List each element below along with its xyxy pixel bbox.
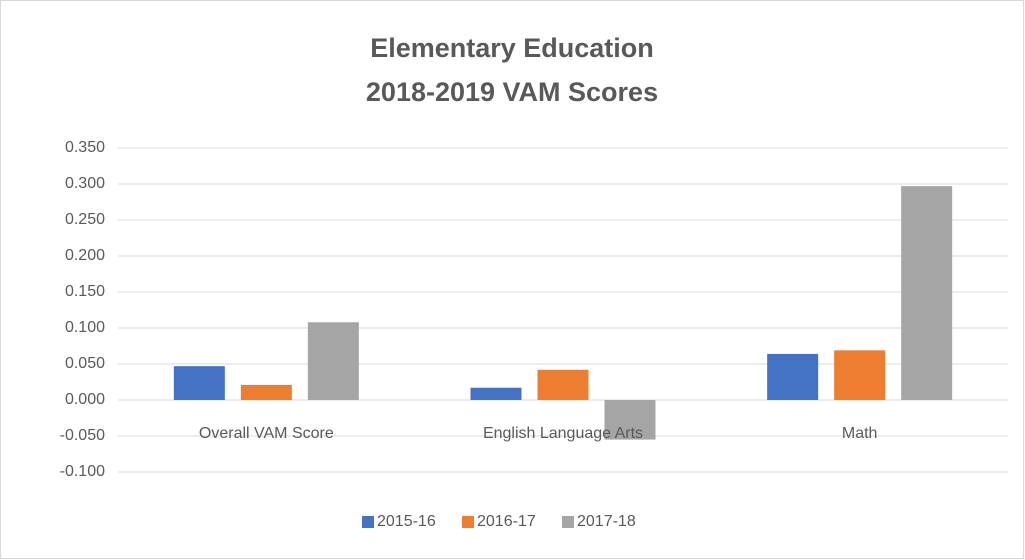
x-tick-label: English Language Arts [483,425,643,442]
bar [767,353,819,400]
y-tick-label: 0.350 [65,139,105,156]
y-tick-label: -0.050 [60,427,105,444]
bar [470,387,522,400]
y-tick-label: 0.100 [65,319,105,336]
x-tick-label: Math [842,425,878,442]
legend-swatch [362,516,374,528]
bar [173,366,225,400]
legend-label: 2017-18 [577,513,636,530]
bar [901,186,953,400]
bar [834,350,886,400]
chart-title: Elementary Education [370,33,654,63]
legend-swatch [462,516,474,528]
legend-label: 2016-17 [477,513,536,530]
y-tick-label: 0.200 [65,247,105,264]
legend-label: 2015-16 [377,513,436,530]
y-tick-label: 0.300 [65,175,105,192]
y-tick-label: 0.000 [65,391,105,408]
x-tick-label: Overall VAM Score [199,425,334,442]
bar [240,384,292,400]
y-tick-label: 0.150 [65,283,105,300]
bar [307,322,359,400]
y-tick-label: 0.250 [65,211,105,228]
y-tick-label: 0.050 [65,355,105,372]
bar [537,369,589,400]
bar [604,400,656,440]
chart-title: 2018-2019 VAM Scores [366,77,658,107]
legend-swatch [562,516,574,528]
y-tick-label: -0.100 [60,463,105,480]
